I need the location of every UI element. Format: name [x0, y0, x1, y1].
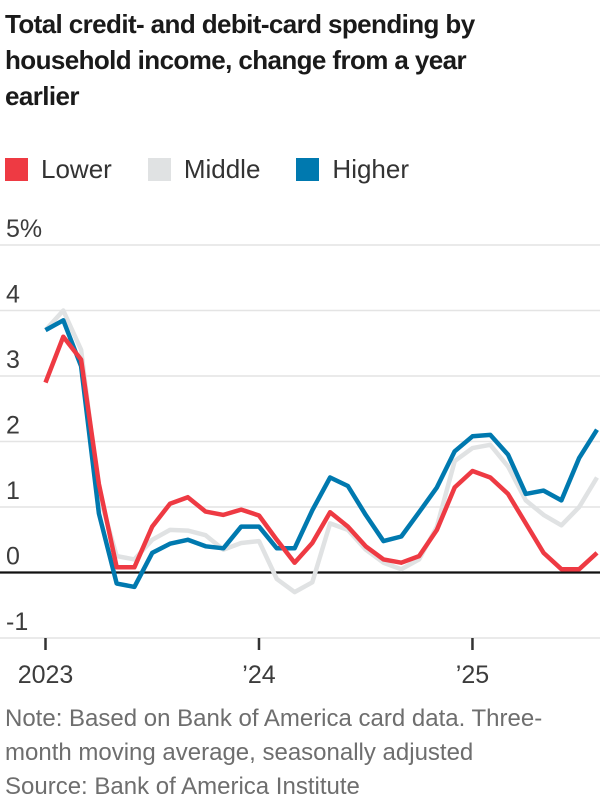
legend-label-middle: Middle	[183, 154, 261, 184]
legend-swatch-higher	[296, 158, 320, 181]
page-title-line-2: household income, change from a year	[5, 45, 467, 75]
legend-swatch-middle	[147, 158, 171, 181]
y-tick-label: 5%	[6, 215, 42, 243]
y-tick-label: -1	[6, 608, 28, 636]
note-line-1: Note: Based on Bank of America card data…	[5, 705, 543, 732]
legend-item-higher: Higher	[296, 154, 409, 185]
source-line: Source: Bank of America Institute	[5, 773, 360, 800]
page-title: Total credit- and debit-card spending by…	[5, 6, 475, 114]
series-line-lower	[43, 334, 599, 572]
footnotes: Note: Based on Bank of America card data…	[5, 702, 542, 800]
x-tick-label: 2023	[18, 661, 74, 689]
y-tick-label: 1	[6, 477, 20, 505]
y-tick-label: 2	[6, 412, 20, 440]
page-title-line-1: Total credit- and debit-card spending by	[5, 9, 475, 39]
y-tick-label: 4	[6, 281, 20, 309]
legend-item-lower: Lower	[5, 154, 112, 185]
y-tick-label: 0	[6, 543, 20, 571]
x-tick-label: ’25	[456, 661, 489, 689]
legend-swatch-lower	[5, 158, 28, 181]
legend-label-higher: Higher	[332, 154, 410, 184]
legend: Lower Middle Higher	[5, 154, 409, 185]
x-tick-label: ’24	[242, 661, 275, 689]
note-line-2: month moving average, seasonally adjuste…	[5, 739, 474, 766]
page-title-line-3: earlier	[5, 81, 79, 111]
series-line-higher	[44, 318, 599, 590]
y-tick-label: 3	[6, 346, 20, 374]
legend-item-middle: Middle	[147, 154, 261, 185]
series-line-middle	[43, 308, 599, 595]
legend-label-lower: Lower	[41, 154, 112, 184]
